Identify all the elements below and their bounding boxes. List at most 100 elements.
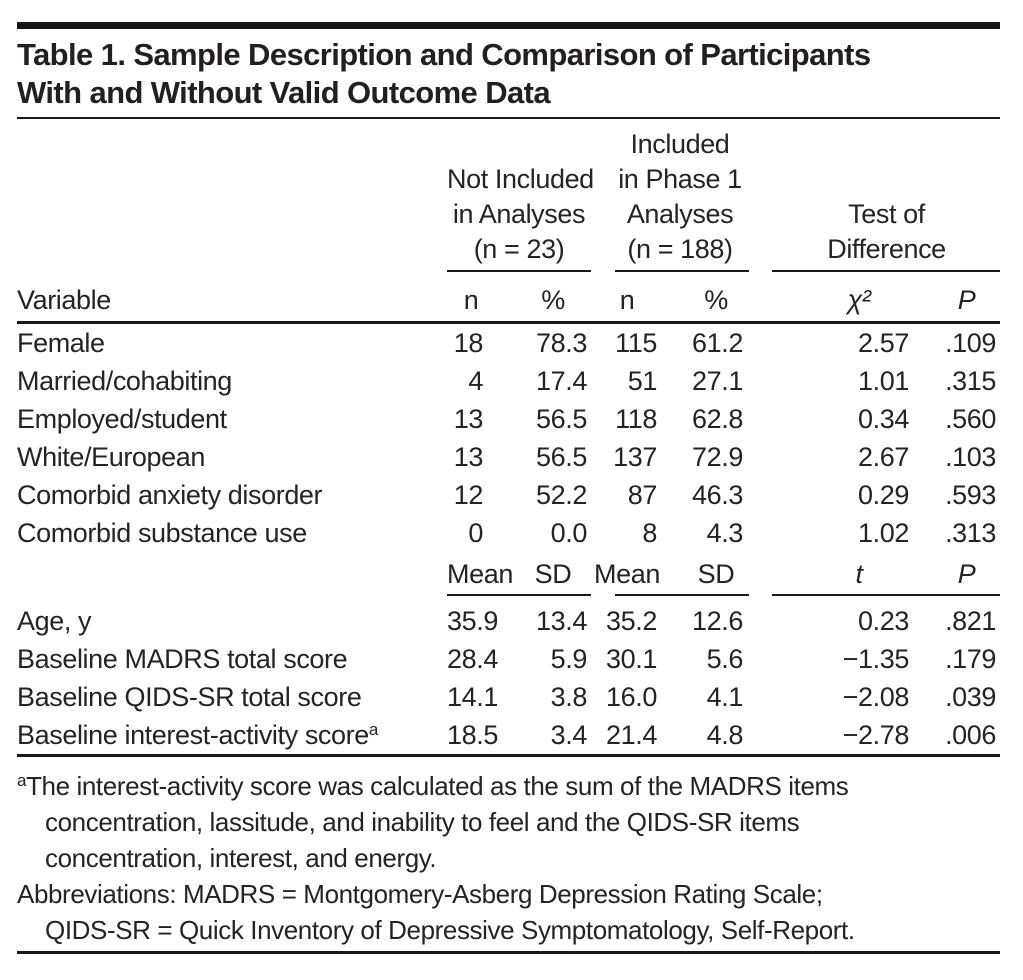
data-cell: 4.1 xyxy=(706,681,744,712)
row-label: Female xyxy=(17,327,105,358)
data-cell: 1.01 xyxy=(858,365,909,396)
footnotes: aThe interest-activity score was calcula… xyxy=(17,768,1000,948)
data-cell: 13 xyxy=(453,403,484,434)
data-cell: .179 xyxy=(945,643,997,674)
column-header-sd2: SD xyxy=(697,558,735,589)
column-header-chi-square: χ² xyxy=(749,278,909,324)
data-cell: 13 xyxy=(453,441,484,472)
subheader-row-2: Mean SD Mean SD t P xyxy=(17,552,1000,594)
data-cell: 61.2 xyxy=(692,327,743,358)
data-cell: 35.2 xyxy=(606,605,657,636)
table-body-means: Age, y 35.9 13.4 35.2 12.6 0.23 .821 Baseline M… xyxy=(17,602,1000,754)
data-cell: .006 xyxy=(945,719,997,750)
group-header-line: Included xyxy=(630,129,730,159)
subheader-row-1: Variable n % n % χ² P xyxy=(17,278,1001,324)
data-cell: 17.4 xyxy=(536,365,587,396)
footnote-marker: a xyxy=(17,770,27,790)
table-row: Employed/student 13 56.5 118 62.8 0.34 .560 xyxy=(17,400,1000,438)
row-label: Baseline MADRS total score xyxy=(17,643,348,674)
data-cell: 0.34 xyxy=(858,403,909,434)
group-rule xyxy=(615,270,749,272)
data-cell: 62.8 xyxy=(692,403,743,434)
data-cell: −2.78 xyxy=(842,719,910,750)
group-rule-row xyxy=(17,270,1001,278)
table-row: Comorbid substance use 0 0.0 8 4.3 1.02 .313 xyxy=(17,514,1000,552)
group-header-row: Not Included in Analyses (n = 23) Included… xyxy=(17,127,1000,270)
data-cell: 52.2 xyxy=(536,479,587,510)
footnote-marker: a xyxy=(368,719,378,739)
column-header-n2: n xyxy=(591,278,663,324)
data-cell: 3.4 xyxy=(550,719,588,750)
data-cell: 56.5 xyxy=(536,403,587,434)
data-cell: 12.6 xyxy=(692,605,743,636)
data-cell: 35.9 xyxy=(447,605,498,636)
table-row: Married/cohabiting 4 17.4 51 27.1 1.01 .315 xyxy=(17,362,1000,400)
subheader-spacer xyxy=(17,552,447,594)
table-body-counts: Female 18 78.3 115 61.2 2.57 .109 Married/cohab… xyxy=(17,322,1000,552)
column-header-p2: P xyxy=(957,558,976,589)
row-label: Baseline interest-activity scorea xyxy=(17,719,378,750)
data-cell: 3.8 xyxy=(550,681,588,712)
group-header-test-of-difference: Test of Difference xyxy=(749,127,1000,270)
table-title-line-2: With and Without Valid Outcome Data xyxy=(17,75,551,110)
data-cell: 0 xyxy=(468,517,483,548)
data-cell: 2.57 xyxy=(858,327,909,358)
data-cell: 18 xyxy=(453,327,484,358)
data-cell: 5.9 xyxy=(550,643,588,674)
group-header-spacer xyxy=(17,127,447,270)
data-cell: 1.02 xyxy=(858,517,909,548)
group-header-line: (n = 23) xyxy=(473,234,565,264)
subheader-group-2: Mean SD Mean SD t P xyxy=(17,552,1001,602)
group-header-line: Analyses xyxy=(626,199,734,229)
data-cell: 115 xyxy=(615,327,657,358)
group-header-included: Included in Phase 1 Analyses (n = 188) xyxy=(591,127,749,270)
data-cell: .315 xyxy=(945,365,997,396)
data-cell: 2.67 xyxy=(858,441,909,472)
top-bar xyxy=(17,22,1000,29)
data-cell: 8 xyxy=(642,517,657,548)
group-rule xyxy=(447,593,591,596)
data-cell: 0.0 xyxy=(550,517,588,548)
table-row: White/European 13 56.5 137 72.9 2.67 .103 xyxy=(17,438,1000,476)
group-header-line: in Analyses xyxy=(452,199,586,229)
variable-header: Variable xyxy=(17,278,447,324)
footnote-line: Abbreviations: MADRS = Montgomery-Asberg… xyxy=(17,878,823,909)
data-cell: 30.1 xyxy=(606,643,657,674)
data-cell: 16.0 xyxy=(606,681,657,712)
data-cell: 12 xyxy=(453,479,484,510)
column-header-pct1: % xyxy=(495,278,591,324)
data-cell: 51 xyxy=(627,365,658,396)
group-header-not-included: Not Included in Analyses (n = 23) xyxy=(447,127,594,270)
data-cell: 28.4 xyxy=(447,643,498,674)
footnote-line: aThe interest-activity score was calcula… xyxy=(17,770,849,801)
data-cell: 137 xyxy=(613,441,657,472)
group-header-line: Not Included xyxy=(447,164,594,194)
data-cell: 4.8 xyxy=(706,719,744,750)
data-cell: 0.23 xyxy=(858,605,909,636)
row-label: Employed/student xyxy=(17,403,227,434)
data-cell: 0.29 xyxy=(858,479,909,510)
table-row: Baseline MADRS total score 28.4 5.9 30.1 5.6… xyxy=(17,640,1000,678)
column-header-t: t xyxy=(855,558,863,589)
data-cell: 21.4 xyxy=(606,719,657,750)
table-title: Table 1. Sample Description and Comparis… xyxy=(17,36,1000,112)
data-cell: .821 xyxy=(945,605,997,636)
table-row: Comorbid anxiety disorder 12 52.2 87 46.3 0.2… xyxy=(17,476,1000,514)
table-row: Baseline interest-activity scorea 18.5 3.4… xyxy=(17,716,1000,754)
table-row: Age, y 35.9 13.4 35.2 12.6 0.23 .821 xyxy=(17,602,1000,640)
page-bottom-rule xyxy=(17,950,1000,954)
data-cell: 78.3 xyxy=(536,327,587,358)
data-cell: .593 xyxy=(945,479,997,510)
data-cell: 27.1 xyxy=(692,365,743,396)
data-cell: 118 xyxy=(615,403,657,434)
column-header-mean1: Mean xyxy=(447,558,513,589)
data-cell: 18.5 xyxy=(447,719,498,750)
data-cell: .313 xyxy=(945,517,997,548)
data-cell: 13.4 xyxy=(536,605,587,636)
group-header-line: Difference xyxy=(827,234,946,264)
footnote-line: concentration, interest, and energy. xyxy=(45,842,437,873)
row-label: Comorbid anxiety disorder xyxy=(17,479,323,510)
group-header-line: in Phase 1 xyxy=(618,164,742,194)
table-row: Female 18 78.3 115 61.2 2.57 .109 xyxy=(17,322,1000,362)
